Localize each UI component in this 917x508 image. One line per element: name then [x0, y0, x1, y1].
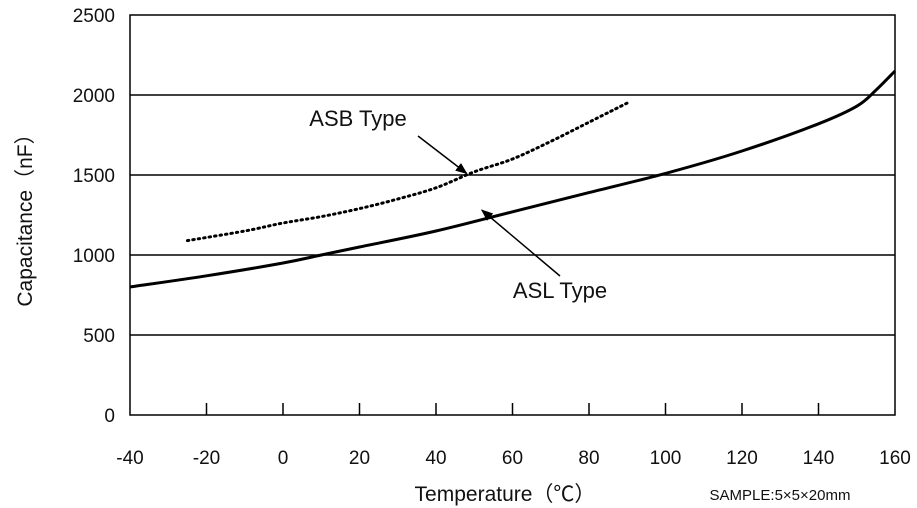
x-tick-label: 160: [879, 448, 911, 469]
series-line-1: [185, 101, 629, 243]
x-tick-label: 0: [278, 448, 289, 469]
series-lines: [129, 69, 897, 289]
grid-lines: [130, 94, 895, 336]
y-axis-title: Capacitance（nF）: [14, 123, 37, 306]
plot-frame: [129, 14, 896, 416]
annotation-arrow: [480, 209, 561, 277]
x-tick-label: 60: [502, 448, 523, 469]
y-tick-label: 2500: [73, 6, 115, 27]
y-tick-label: 500: [83, 326, 115, 347]
x-tick-label: 100: [650, 448, 682, 469]
annotations: ASB Type ASL Type: [309, 106, 607, 303]
y-axis: 0 500 1000 1500 2000 2500: [73, 6, 115, 427]
x-tick-label: -20: [193, 448, 220, 469]
x-axis-title: Temperature（℃）: [415, 483, 596, 506]
x-tick-label: 120: [726, 448, 758, 469]
x-tick-label: 20: [349, 448, 370, 469]
annotation-label: ASB Type: [309, 106, 406, 131]
x-tick-label: -40: [116, 448, 143, 469]
y-tick-label: 1000: [73, 246, 115, 267]
series-line-0: [129, 69, 897, 289]
x-tick-label: 80: [578, 448, 599, 469]
y-tick-label: 0: [104, 406, 115, 427]
y-tick-label: 1500: [73, 166, 115, 187]
sample-note: SAMPLE:5×5×20mm: [710, 487, 851, 504]
x-tick-label: 40: [425, 448, 446, 469]
annotation-arrow: [417, 135, 468, 175]
y-tick-label: 2000: [73, 86, 115, 107]
annotation-label: ASL Type: [513, 278, 607, 303]
x-tick-label: 140: [803, 448, 835, 469]
x-axis: -40 -20 0 20 40 60 80 100 120 140 160: [116, 403, 911, 469]
